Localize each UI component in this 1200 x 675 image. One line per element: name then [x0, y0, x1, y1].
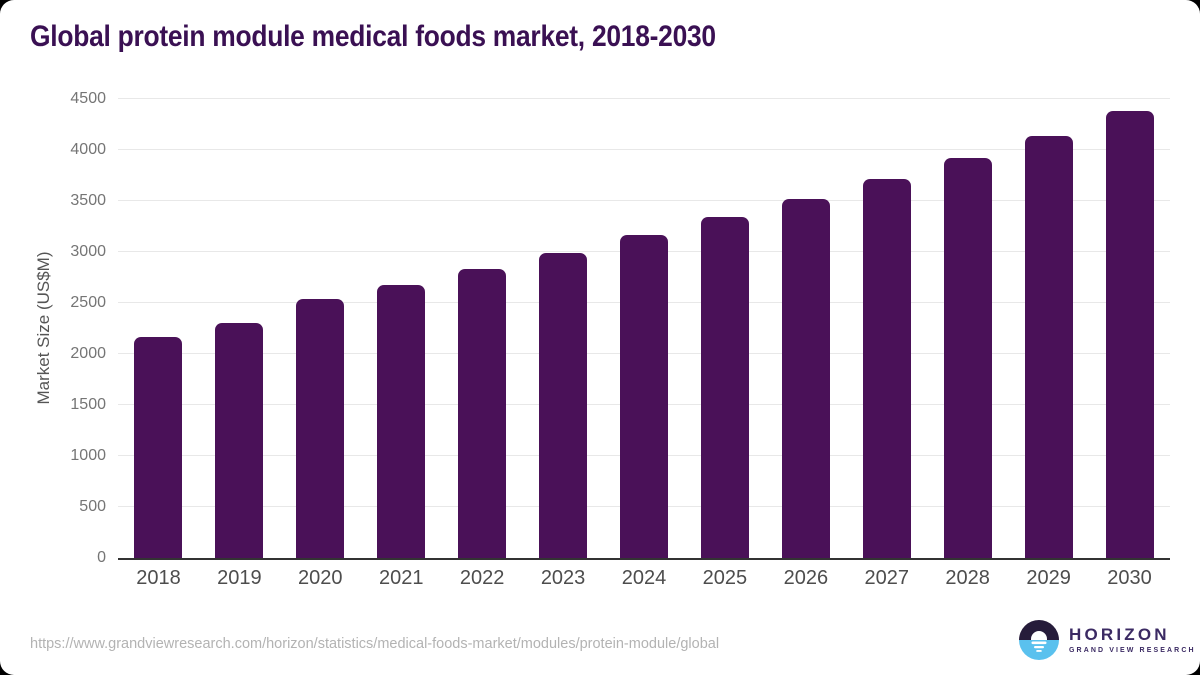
y-tick-label: 4000: [70, 141, 106, 158]
x-tick-label: 2025: [702, 567, 748, 589]
bar-2025: [700, 217, 749, 558]
bars-container: [118, 99, 1170, 558]
x-tick-label: 2026: [783, 567, 829, 589]
bar-2023: [539, 253, 588, 558]
y-tick-label: 2000: [70, 345, 106, 362]
bar-slot: [118, 99, 199, 558]
bar-2026: [781, 198, 830, 558]
bar-slot: [361, 99, 442, 558]
x-axis-labels: 2018 2019 2020 2021 2022 2023 2024 2025 2026 2027…: [118, 567, 1170, 590]
source-url: https://www.grandviewresearch.com/horizo…: [30, 636, 720, 652]
bar-2028: [943, 157, 992, 558]
x-tick-label: 2028: [945, 567, 990, 589]
bar-2030: [1105, 111, 1154, 558]
bar-slot: [846, 99, 927, 558]
y-tick-label: 1500: [70, 396, 106, 414]
bar-2021: [377, 285, 426, 558]
y-tick-label: 3000: [70, 243, 106, 261]
horizon-sun-icon: [1019, 620, 1059, 660]
x-tick-label: 2030: [1107, 567, 1152, 589]
y-tick-label: 2500: [70, 294, 106, 311]
bar-2022: [458, 268, 507, 558]
x-tick-label: 2019: [217, 567, 262, 589]
bar-slot: [442, 99, 523, 558]
bar-slot: [684, 99, 765, 558]
x-tick-label: 2020: [298, 567, 343, 589]
bar-slot: [199, 99, 280, 558]
bar-slot: [765, 99, 846, 558]
logo-wordmark: HORIZON: [1069, 625, 1170, 644]
y-tick-label: 500: [79, 498, 106, 515]
x-tick-label: 2021: [378, 567, 424, 589]
x-tick-label: 2029: [1026, 567, 1071, 589]
x-tick-label: 2024: [621, 567, 667, 589]
y-tick-label: 3500: [70, 192, 106, 209]
y-axis-title: Market Size (US$M): [34, 251, 53, 405]
bar-slot: [523, 99, 604, 558]
x-tick-label: 2018: [136, 567, 181, 589]
x-tick-label: 2022: [459, 567, 505, 589]
bar-slot: [1008, 99, 1089, 558]
bar-2027: [862, 179, 911, 558]
y-tick-label: 4500: [70, 90, 106, 107]
x-tick-label: 2023: [540, 567, 586, 589]
logo-text-block: HORIZON GRAND VIEW RESEARCH: [1069, 626, 1196, 654]
gridline: [118, 149, 1170, 150]
x-tick-label: 2027: [864, 567, 910, 589]
plot-area: 0 500 1000 1500 2000 2500 3000 3500 4000 4500: [70, 90, 1170, 566]
bar-slot: [927, 99, 1008, 558]
bar-2029: [1024, 135, 1073, 558]
bar-2018: [134, 336, 183, 558]
y-tick-label: 1000: [70, 447, 106, 464]
y-tick-label: 0: [97, 549, 106, 566]
gridline: [118, 98, 1170, 99]
bar-slot: [280, 99, 361, 558]
bar-2024: [619, 234, 668, 558]
bar-2019: [215, 322, 264, 558]
bar-slot: [604, 99, 685, 558]
horizon-logo: HORIZON GRAND VIEW RESEARCH: [1019, 620, 1196, 660]
chart-title: Global protein module medical foods mark…: [30, 20, 716, 53]
gridline: [118, 200, 1170, 201]
bar-slot: [1089, 99, 1170, 558]
logo-subtitle: GRAND VIEW RESEARCH: [1069, 647, 1196, 654]
bar-2020: [296, 299, 345, 558]
